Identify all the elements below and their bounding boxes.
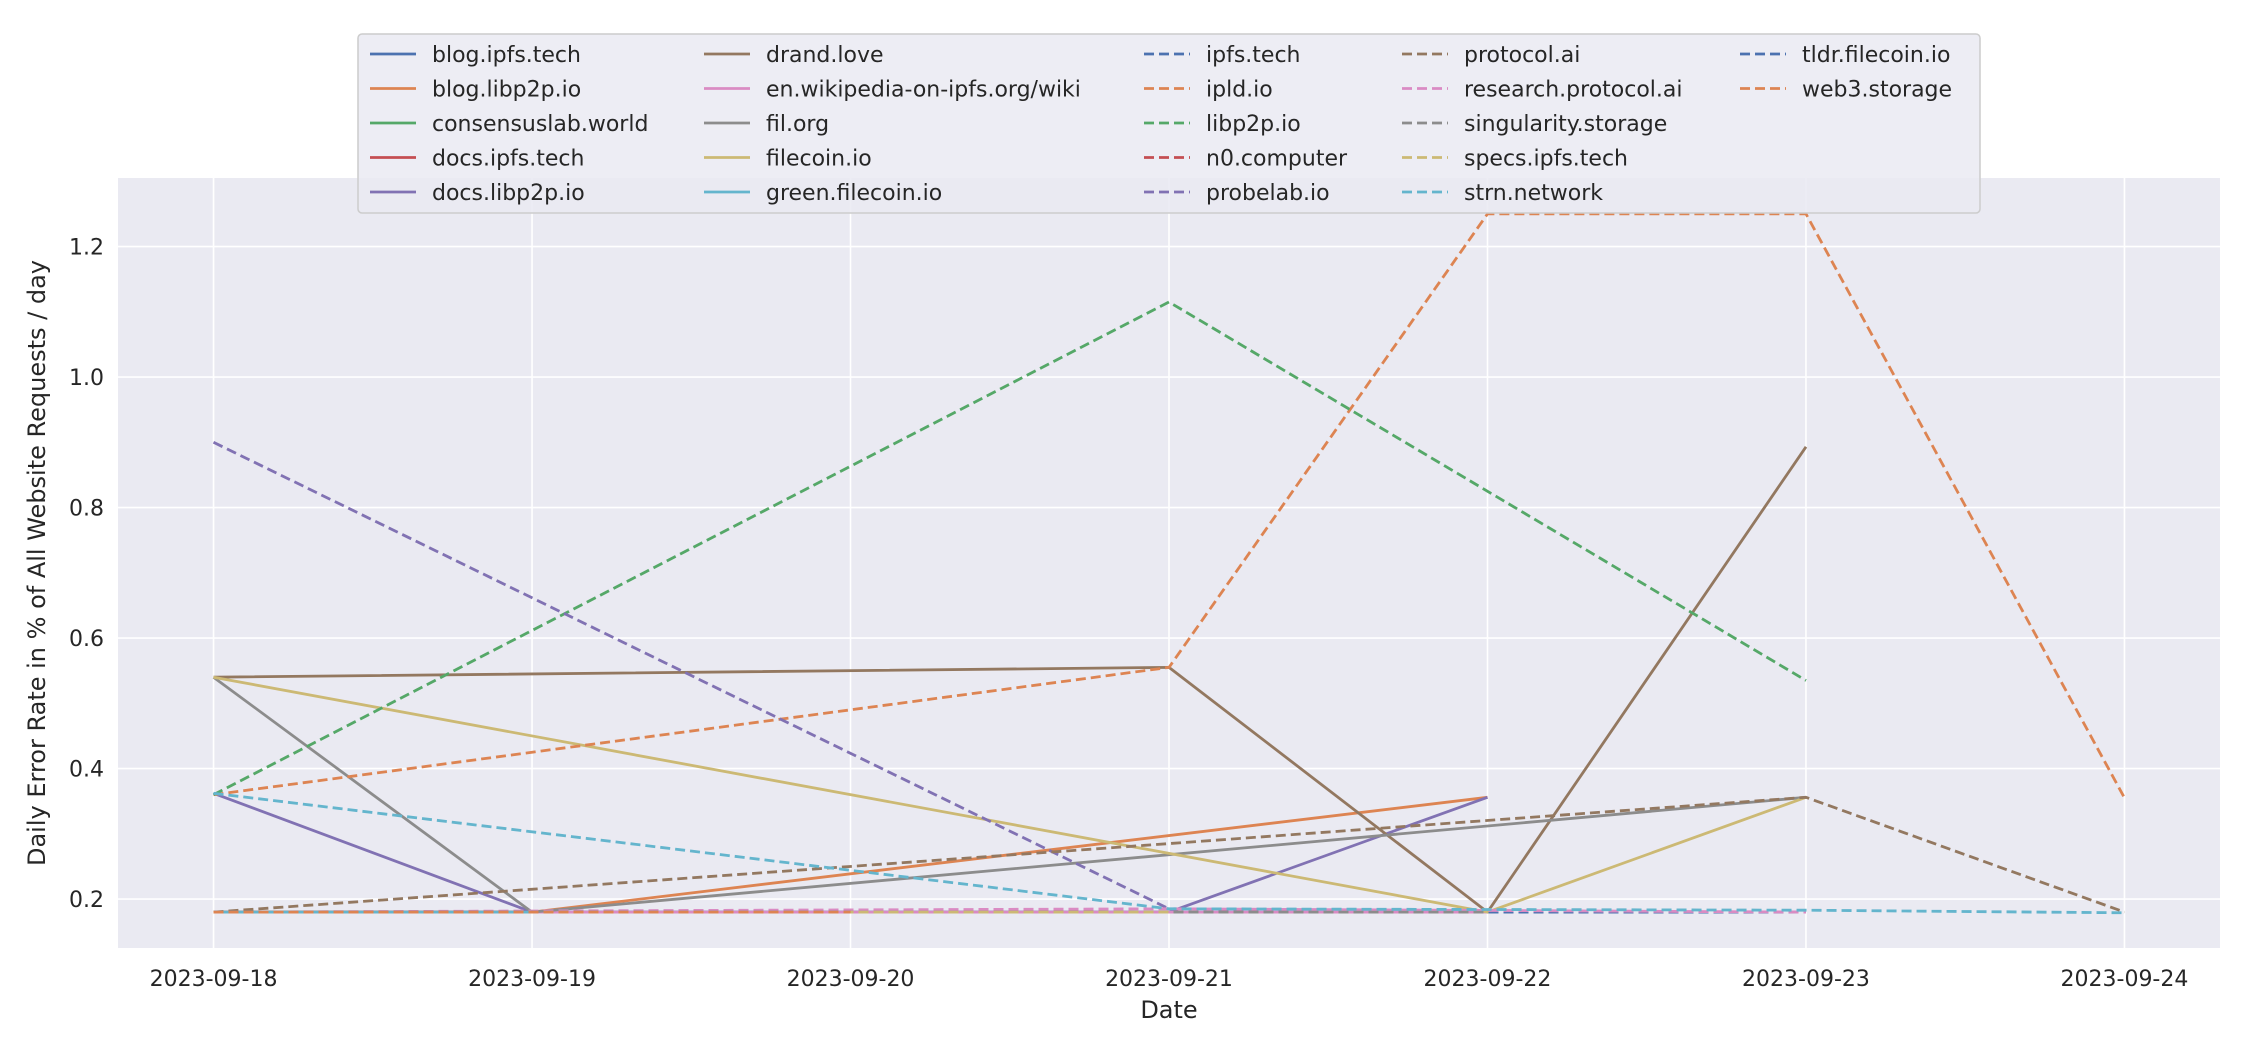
y-tick-label: 1.0: [69, 366, 104, 391]
legend-label: specs.ipfs.tech: [1464, 147, 1628, 172]
y-tick-label: 0.6: [69, 627, 104, 652]
x-tick-label: 2023-09-18: [150, 967, 278, 992]
legend-label: filecoin.io: [766, 147, 872, 172]
legend-label: web3.storage: [1802, 78, 1952, 103]
legend-label: green.filecoin.io: [766, 181, 942, 206]
x-axis-label: Date: [1140, 996, 1197, 1024]
series-line-ipld-io: [213, 212, 2126, 799]
x-gridlines: [212, 178, 2126, 948]
x-tick-label: 2023-09-24: [2061, 967, 2189, 992]
x-tick-label: 2023-09-21: [1105, 967, 1233, 992]
legend-label: libp2p.io: [1206, 112, 1301, 137]
legend-label: blog.libp2p.io: [432, 78, 581, 103]
series-line-drand-love: [213, 446, 1808, 914]
legend-label: probelab.io: [1206, 181, 1330, 206]
legend-label: consensuslab.world: [432, 112, 648, 137]
x-tick-labels: 2023-09-18 2023-09-19 2023-09-20 2023-09-21…: [150, 967, 2189, 992]
series-line-filecoin-io: [213, 675, 1807, 914]
legend-label: tldr.filecoin.io: [1802, 43, 1950, 68]
series-line-libp2p-io: [212, 300, 1807, 796]
x-tick-label: 2023-09-22: [1424, 967, 1552, 992]
x-tick-label: 2023-09-23: [1742, 967, 1870, 992]
legend-label: drand.love: [766, 43, 884, 68]
y-tick-label: 0.2: [69, 888, 104, 913]
legend-label: blog.ipfs.tech: [432, 43, 581, 68]
legend-label: en.wikipedia-on-ipfs.org/wiki: [766, 78, 1081, 103]
legend-label: n0.computer: [1206, 147, 1348, 172]
series-line-strn-network: [213, 791, 2125, 915]
series-lines: [212, 212, 2126, 915]
legend-label: protocol.ai: [1464, 43, 1580, 68]
legend-label: strn.network: [1464, 181, 1603, 206]
legend-label: docs.libp2p.io: [432, 181, 585, 206]
legend-label: fil.org: [766, 112, 829, 137]
y-axis-label: Daily Error Rate in % of All Website Req…: [23, 260, 51, 866]
series-line-protocol-ai: [213, 795, 2125, 914]
series-line-probelab-io: [212, 441, 1170, 911]
legend: blog.ipfs.tech blog.libp2p.io consensuslab…: [357, 33, 1981, 214]
legend-label: ipfs.tech: [1206, 43, 1300, 68]
y-tick-labels: 0.2 0.4 0.6 0.8 1.0 1.2: [69, 236, 104, 914]
x-tick-label: 2023-09-19: [468, 967, 596, 992]
x-tick-label: 2023-09-20: [787, 967, 915, 992]
legend-label: research.protocol.ai: [1464, 78, 1683, 103]
legend-label: docs.ipfs.tech: [432, 147, 584, 172]
legend-label: singularity.storage: [1464, 112, 1667, 137]
legend-label: ipld.io: [1206, 78, 1273, 103]
y-tick-label: 0.8: [69, 497, 104, 522]
y-tick-label: 0.4: [69, 758, 104, 783]
y-tick-label: 1.2: [69, 236, 104, 261]
